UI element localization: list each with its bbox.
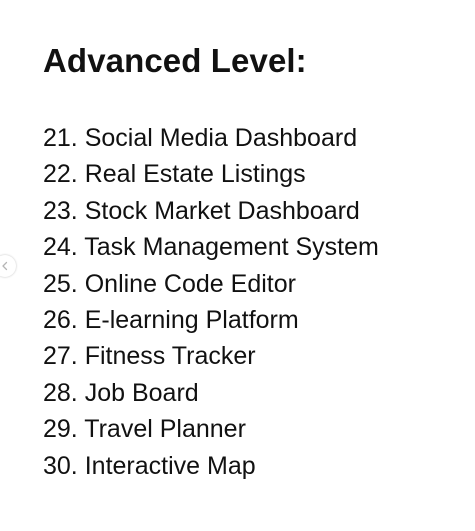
item-label: Job Board [84,378,199,407]
page-title: Advanced Level: [43,42,307,79]
list-item: 27. Fitness Tracker [43,338,379,374]
item-number: 23. [43,196,78,225]
item-label: Travel Planner [84,415,246,444]
item-number: 29. [43,415,78,444]
item-number: 25. [43,269,78,298]
list-item: 26. E-learning Platform [43,302,379,338]
list-item: 25. Online Code Editor [43,266,379,302]
item-label: Social Media Dashboard [84,124,358,152]
list-item: 21. Social Media Dashboard [43,120,379,156]
item-label: Task Management System [84,233,379,262]
item-number: 24. [43,233,78,262]
list-item: 28. Job Board [43,375,379,411]
list-item: 23. Stock Market Dashboard [43,193,379,229]
item-number: 26. [43,305,78,334]
item-number: 27. [43,342,78,371]
previous-slide-button[interactable] [0,255,16,277]
list-item: 29. Travel Planner [43,411,379,447]
item-label: Interactive Map [84,451,256,480]
item-number: 21. [43,124,78,152]
item-label: Stock Market Dashboard [84,196,360,225]
item-label: Fitness Tracker [84,342,256,371]
chevron-left-icon [0,261,10,271]
list-item: 22. Real Estate Listings [43,156,379,192]
item-label: E-learning Platform [84,305,299,334]
item-number: 22. [43,160,78,189]
item-number: 30. [43,451,78,480]
item-number: 28. [43,378,78,407]
list-item: 30. Interactive Map [43,448,379,484]
project-list: 21. Social Media Dashboard 22. Real Estate… [43,120,379,484]
item-label: Online Code Editor [84,269,296,298]
item-label: Real Estate Listings [84,160,306,189]
list-item: 24. Task Management System [43,229,379,265]
